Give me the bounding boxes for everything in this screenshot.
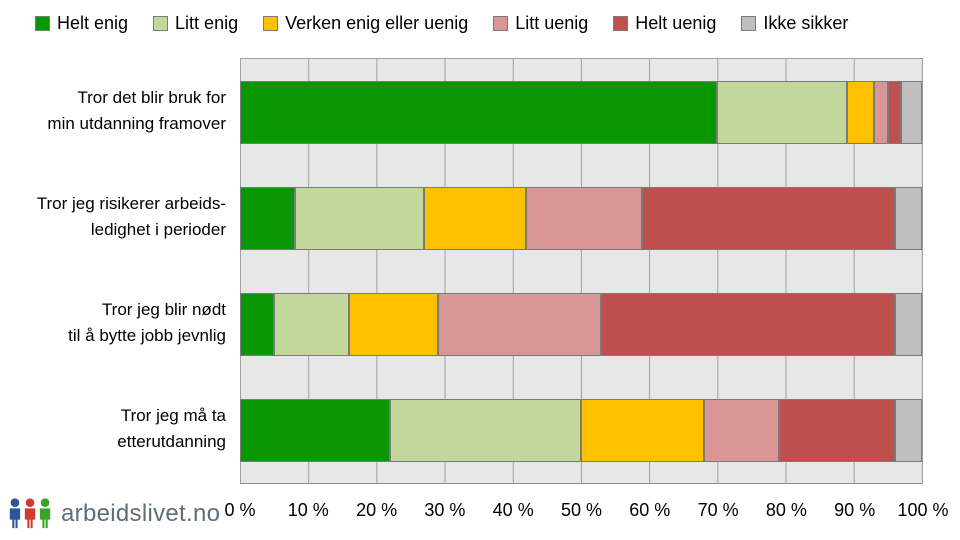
x-tick-label: 30 % bbox=[424, 500, 466, 520]
legend: Helt enig Litt enig Verken enig eller ueni… bbox=[35, 10, 848, 36]
bar-segment-litt-enig bbox=[294, 187, 425, 250]
legend-item-label: Helt enig bbox=[57, 12, 129, 33]
category-label-line: min utdanning framover bbox=[47, 114, 226, 133]
bar-segment-helt-uenig bbox=[778, 399, 895, 462]
bar-segment-ikke-sikker bbox=[894, 293, 922, 356]
legend-item-label: Litt uenig bbox=[515, 12, 589, 33]
bar-segment-helt-uenig bbox=[642, 187, 895, 250]
bar-segment-verken-enig-eller-uenig bbox=[846, 81, 875, 144]
bar-segment-helt-uenig bbox=[601, 293, 895, 356]
x-tick-label: 80 % bbox=[765, 500, 807, 520]
category-label: Tror jeg må ta etterutdanning bbox=[0, 403, 226, 455]
bar-segment-helt-enig bbox=[240, 187, 295, 250]
legend-item: Litt enig bbox=[153, 13, 238, 34]
legend-item: Verken enig eller uenig bbox=[263, 13, 468, 34]
legend-item-label: Ikke sikker bbox=[763, 12, 849, 33]
legend-swatch bbox=[493, 15, 509, 31]
x-tick-label: 60 % bbox=[629, 500, 671, 520]
bar-segment-litt-enig bbox=[390, 399, 581, 462]
legend-swatch bbox=[741, 15, 757, 31]
x-tick-label: 50 % bbox=[560, 500, 603, 520]
logo: arbeidslivet.no bbox=[8, 498, 220, 530]
bar-segment-litt-enig bbox=[717, 81, 847, 144]
bar-segment-verken-enig-eller-uenig bbox=[424, 187, 527, 250]
x-tick-label: 70 % bbox=[697, 500, 739, 520]
legend-swatch bbox=[153, 15, 169, 31]
category-label: Tror det blir bruk for min utdanning fram… bbox=[0, 85, 226, 137]
bar-segment-litt-uenig bbox=[703, 399, 779, 462]
x-tick-label: 100 % bbox=[897, 500, 949, 520]
legend-swatch bbox=[613, 15, 629, 31]
bar-segment-verken-enig-eller-uenig bbox=[349, 293, 438, 356]
category-labels: Tror det blir bruk for min utdanning fram… bbox=[0, 58, 226, 484]
legend-item: Helt enig bbox=[35, 13, 128, 34]
legend-item-label: Verken enig eller uenig bbox=[285, 12, 469, 33]
legend-item-label: Helt uenig bbox=[635, 12, 717, 33]
bar-segment-litt-uenig bbox=[437, 293, 602, 356]
x-tick-label: 90 % bbox=[834, 500, 876, 520]
category-label-line: Tror jeg må ta bbox=[120, 406, 226, 425]
x-tick-label: 20 % bbox=[356, 500, 398, 520]
bar-segment-helt-uenig bbox=[887, 81, 902, 144]
category-label-line: Tror jeg risikerer arbeids- bbox=[36, 194, 226, 213]
bar-segment-verken-enig-eller-uenig bbox=[580, 399, 704, 462]
logo-text: arbeidslivet.no bbox=[61, 500, 221, 527]
category-label-line: ledighet i perioder bbox=[90, 220, 226, 239]
bar-segment-ikke-sikker bbox=[894, 187, 922, 250]
bar-segment-ikke-sikker bbox=[901, 81, 922, 144]
bar-segment-ikke-sikker bbox=[894, 399, 922, 462]
bar-row bbox=[240, 293, 922, 356]
legend-swatch bbox=[263, 15, 279, 31]
legend-item: Ikke sikker bbox=[741, 13, 848, 34]
bar-row bbox=[240, 187, 922, 250]
legend-swatch bbox=[35, 15, 50, 31]
category-label: Tror jeg blir nødt til å bytte jobb jevnl… bbox=[0, 297, 226, 349]
category-label-line: Tror jeg blir nødt bbox=[101, 300, 226, 319]
x-tick-label: 40 % bbox=[492, 500, 534, 520]
legend-item-label: Litt enig bbox=[175, 12, 239, 33]
category-label-line: Tror det blir bruk for bbox=[77, 88, 226, 107]
bar-segment-litt-enig bbox=[274, 293, 350, 356]
legend-item: Helt uenig bbox=[613, 13, 716, 34]
bar-row bbox=[240, 81, 922, 144]
plot-area bbox=[240, 58, 923, 484]
bar-segment-helt-enig bbox=[240, 81, 718, 144]
bar-segment-litt-uenig bbox=[526, 187, 643, 250]
logo-people-icon bbox=[9, 498, 51, 529]
x-tick-label: 10 % bbox=[287, 500, 329, 520]
bar-row bbox=[240, 399, 922, 462]
bar-segment-helt-enig bbox=[240, 293, 275, 356]
category-label: Tror jeg risikerer arbeids-ledighet i pe… bbox=[0, 191, 226, 243]
x-tick-label: 0 % bbox=[224, 500, 256, 520]
bar-segment-litt-uenig bbox=[874, 81, 888, 144]
x-axis: 0 % 10 % 20 % 30 % 40 % 50 % 60 % 70 % 80 % 90 % 1… bbox=[224, 500, 948, 526]
category-label-line: etterutdanning bbox=[117, 432, 226, 451]
legend-item: Litt uenig bbox=[493, 13, 588, 34]
category-label-line: til å bytte jobb jevnlig bbox=[68, 326, 226, 345]
bar-segment-helt-enig bbox=[240, 399, 391, 462]
